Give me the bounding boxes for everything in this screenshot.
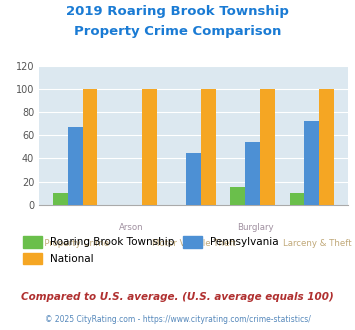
Bar [83,89,97,205]
Text: Burglary: Burglary [237,223,274,232]
Text: Arson: Arson [119,223,144,232]
Bar [304,121,319,205]
Bar [290,193,304,205]
Text: Larceny & Theft: Larceny & Theft [283,239,351,248]
Bar [230,187,245,205]
Bar [68,127,83,205]
Text: Compared to U.S. average. (U.S. average equals 100): Compared to U.S. average. (U.S. average … [21,292,334,302]
Bar [245,142,260,205]
Text: Property Crime Comparison: Property Crime Comparison [74,25,281,38]
Text: All Property Crime: All Property Crime [31,239,109,248]
Bar [142,89,157,205]
Bar [201,89,215,205]
Bar [53,193,68,205]
Bar [186,152,201,205]
Legend: Roaring Brook Township, National, Pennsylvania: Roaring Brook Township, National, Pennsy… [23,236,278,264]
Bar [260,89,275,205]
Text: 2019 Roaring Brook Township: 2019 Roaring Brook Township [66,5,289,18]
Text: Motor Vehicle Theft: Motor Vehicle Theft [152,239,235,248]
Text: © 2025 CityRating.com - https://www.cityrating.com/crime-statistics/: © 2025 CityRating.com - https://www.city… [45,315,310,324]
Bar [319,89,334,205]
